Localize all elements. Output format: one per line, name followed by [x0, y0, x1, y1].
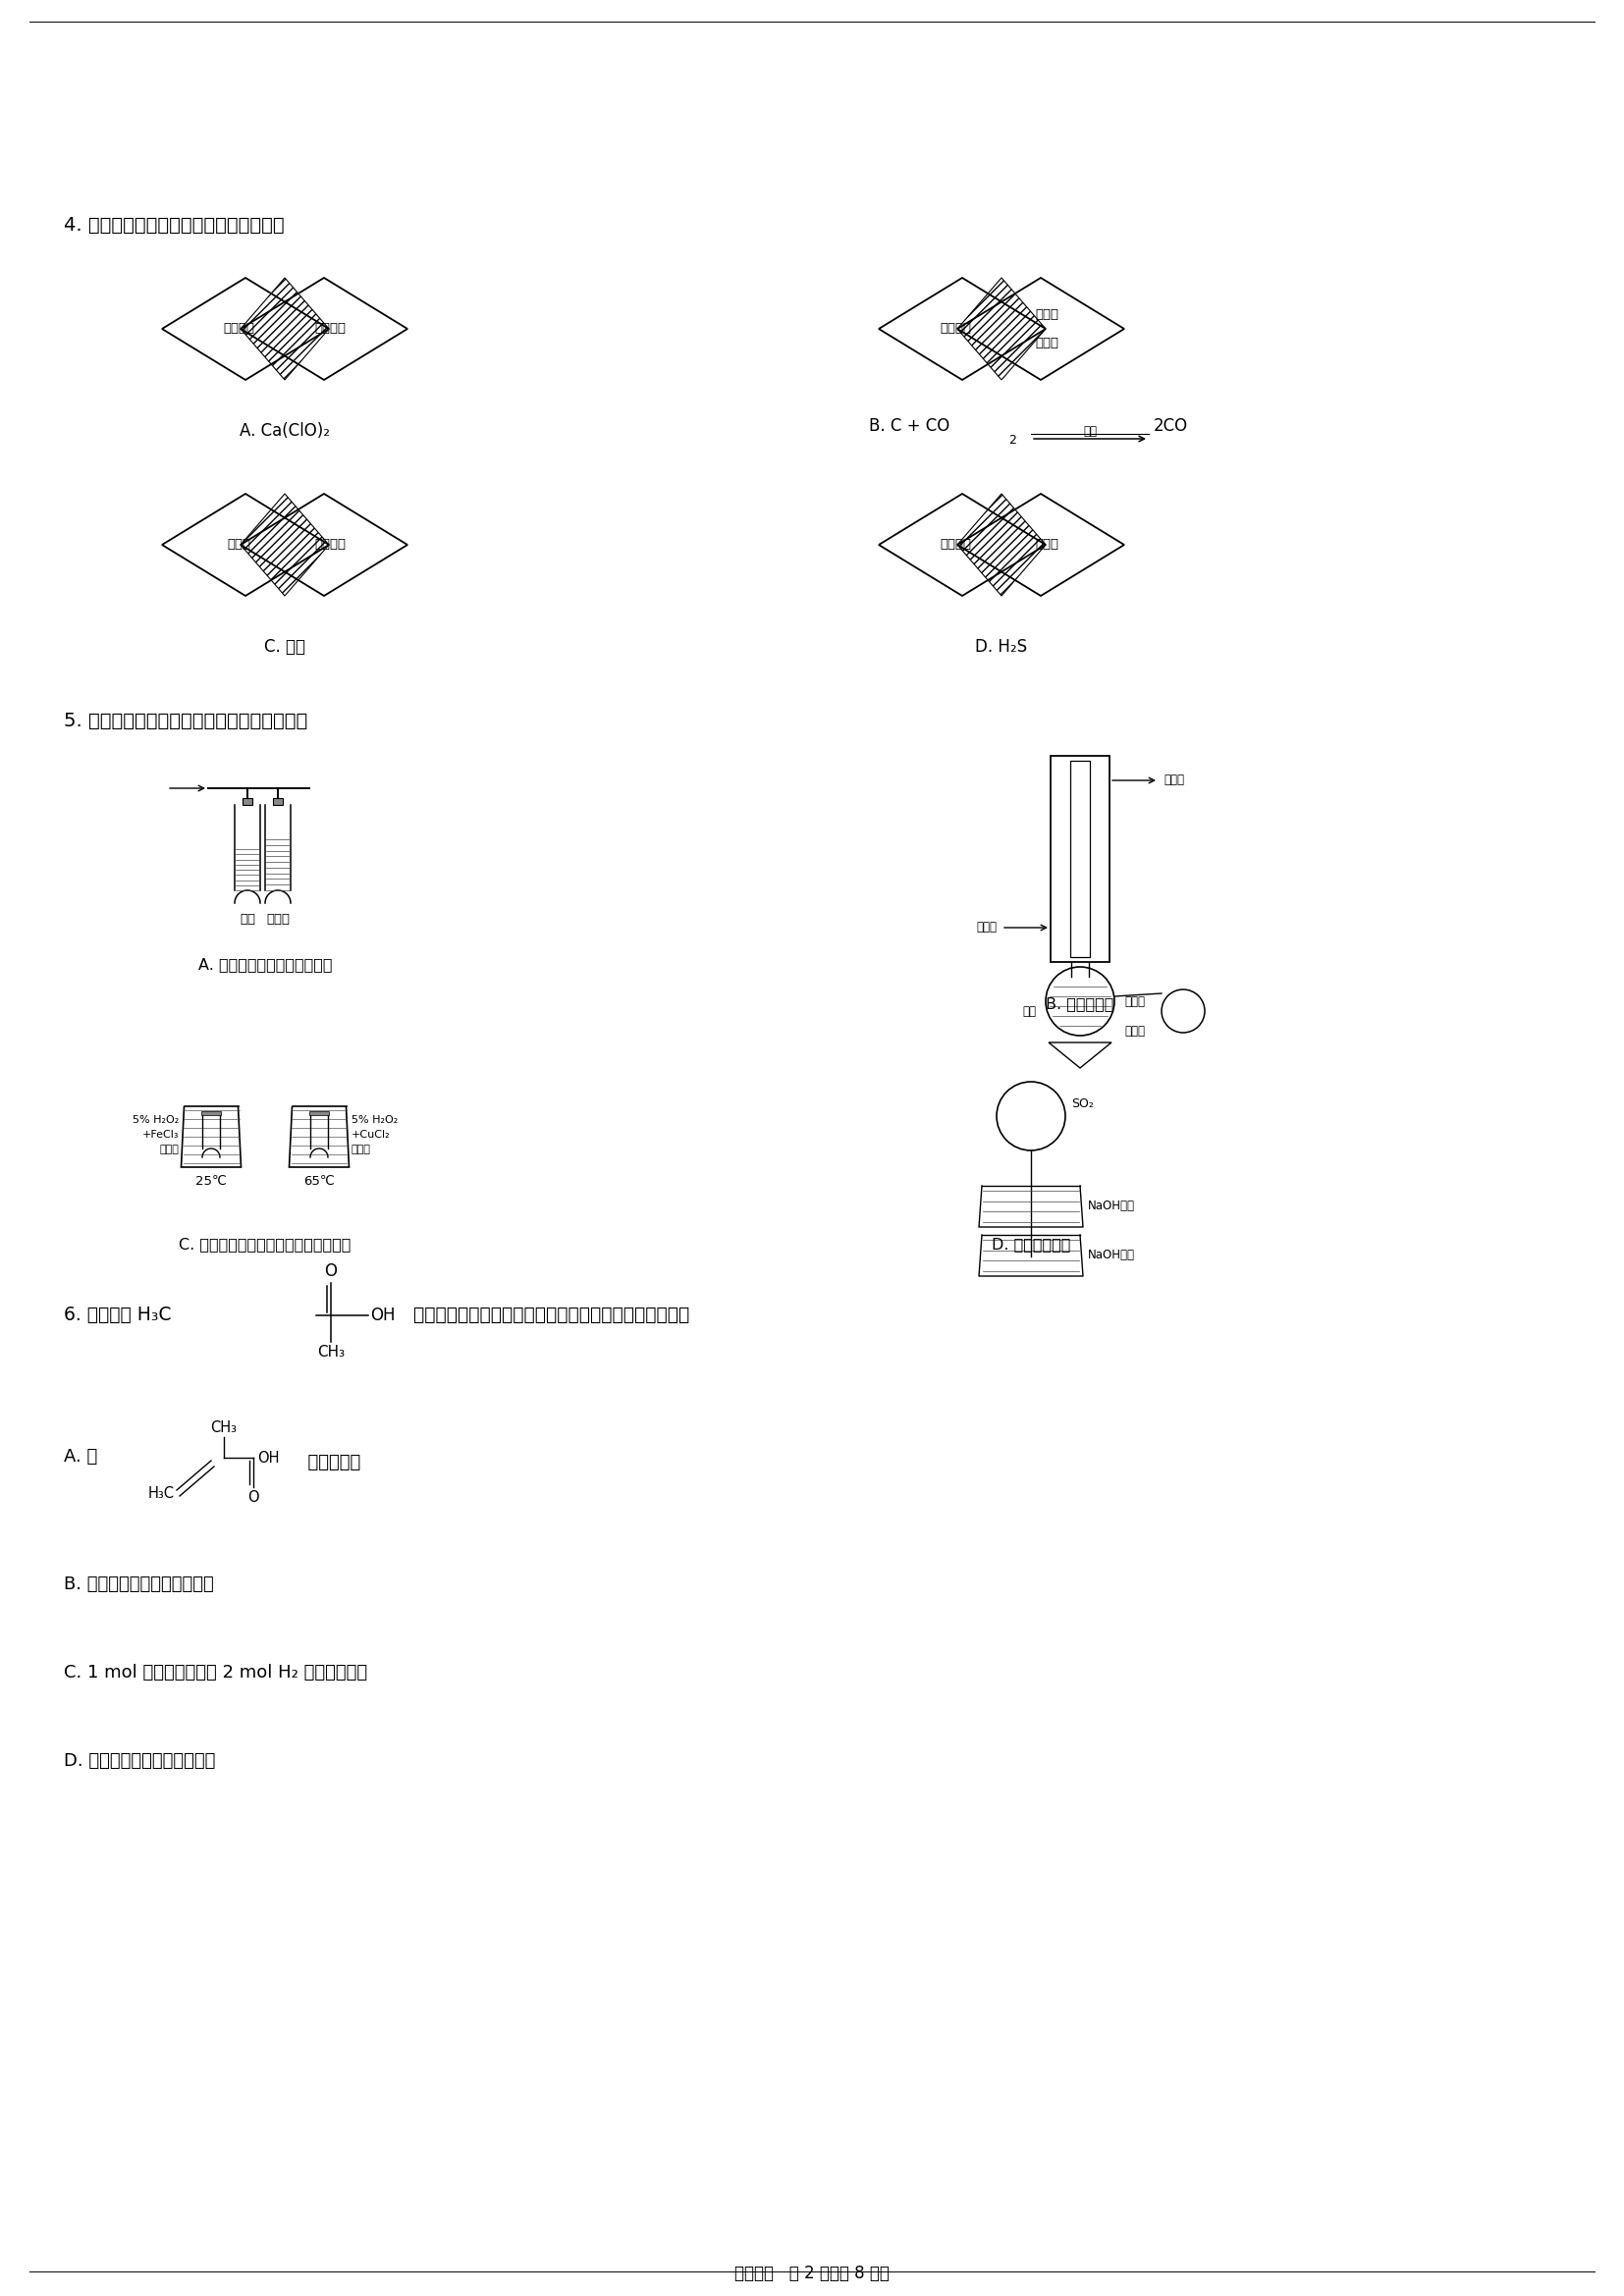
- Text: ）是一种重要有机物，下列有关该有机物的说法错误的是: ）是一种重要有机物，下列有关该有机物的说法错误的是: [408, 1306, 690, 1325]
- Text: D. 进行喷泉实验: D. 进行喷泉实验: [992, 1238, 1070, 1251]
- Polygon shape: [240, 278, 330, 379]
- Bar: [1070, 760, 1090, 957]
- Polygon shape: [957, 494, 1124, 597]
- Text: 冷凝水: 冷凝水: [976, 921, 997, 934]
- Text: CH₃: CH₃: [211, 1421, 237, 1435]
- Text: NaOH溶液: NaOH溶液: [1088, 1249, 1135, 1263]
- Text: 溴水: 溴水: [240, 914, 255, 925]
- Text: 铁粉: 铁粉: [1021, 1006, 1036, 1017]
- Text: 高温: 高温: [1083, 425, 1096, 439]
- Text: 放热反应: 放热反应: [940, 321, 971, 335]
- Text: 电解质: 电解质: [1036, 540, 1059, 551]
- Polygon shape: [240, 278, 408, 379]
- Polygon shape: [162, 278, 330, 379]
- Text: 4. 下列各项符合图示中阴影部分条件的是: 4. 下列各项符合图示中阴影部分条件的是: [63, 216, 284, 234]
- Text: 浓硫酸: 浓硫酸: [266, 914, 289, 925]
- Text: 氧化还: 氧化还: [1036, 308, 1059, 321]
- Text: 新能源: 新能源: [227, 540, 250, 551]
- Text: C. 风能: C. 风能: [265, 638, 305, 657]
- Text: B. 制备粗渴苯: B. 制备粗渴苯: [1046, 996, 1114, 1010]
- Text: 2CO: 2CO: [1153, 418, 1189, 434]
- Text: A. 除去甲烷中的乙烯、水蒸气: A. 除去甲烷中的乙烯、水蒸气: [198, 957, 333, 971]
- Text: D. H₂S: D. H₂S: [976, 638, 1028, 657]
- Text: 溴苯水: 溴苯水: [1124, 994, 1145, 1008]
- Polygon shape: [957, 278, 1046, 379]
- Polygon shape: [240, 494, 408, 597]
- Polygon shape: [957, 278, 1124, 379]
- Text: O: O: [247, 1490, 258, 1504]
- Text: C. 1 mol 白芝酸最多能与 2 mol H₂ 发生加成反应: C. 1 mol 白芝酸最多能与 2 mol H₂ 发生加成反应: [63, 1665, 367, 1681]
- Text: A. 与: A. 与: [63, 1449, 97, 1465]
- Text: +CuCl₂: +CuCl₂: [351, 1130, 390, 1139]
- Text: D. 能发生取代反应、加聚反应: D. 能发生取代反应、加聚反应: [63, 1752, 216, 1770]
- Text: 互为同系物: 互为同系物: [297, 1453, 361, 1472]
- Text: 含氧酸盐: 含氧酸盐: [222, 321, 255, 335]
- Text: 化学试题   第 2 页（共 8 页）: 化学试题 第 2 页（共 8 页）: [734, 2264, 890, 2282]
- Text: 二次能源: 二次能源: [315, 540, 346, 551]
- Text: H₃C: H₃C: [148, 1486, 175, 1502]
- Bar: [242, 799, 252, 806]
- Text: OH: OH: [370, 1306, 395, 1325]
- Text: 5. 下列实验装置正确，且能达到实验目的的是: 5. 下列实验装置正确，且能达到实验目的的是: [63, 712, 307, 730]
- Text: 溴稀水: 溴稀水: [1124, 1024, 1145, 1038]
- Text: 混合液: 混合液: [159, 1146, 179, 1155]
- Text: NaOH溶液: NaOH溶液: [1088, 1201, 1135, 1212]
- Text: OH: OH: [257, 1451, 279, 1465]
- Bar: [201, 1111, 221, 1116]
- Polygon shape: [240, 494, 330, 597]
- Text: CH₃: CH₃: [317, 1345, 344, 1359]
- Bar: [273, 799, 283, 806]
- Text: 25℃: 25℃: [195, 1176, 227, 1187]
- Text: 含共价键: 含共价键: [940, 540, 971, 551]
- Text: 原反应: 原反应: [1036, 338, 1059, 349]
- Text: C. 探究温度对过氧化氢分解速率的影响: C. 探究温度对过氧化氢分解速率的影响: [179, 1238, 351, 1251]
- Text: B. C + CO: B. C + CO: [869, 418, 950, 434]
- Text: 5% H₂O₂: 5% H₂O₂: [132, 1116, 179, 1125]
- Text: 冷凝水: 冷凝水: [1163, 774, 1184, 788]
- Text: B. 能使酸性高锶酸钒溶液褂色: B. 能使酸性高锶酸钒溶液褂色: [63, 1575, 214, 1593]
- Polygon shape: [162, 494, 330, 597]
- Text: 混合液: 混合液: [351, 1146, 370, 1155]
- Text: O: O: [325, 1263, 338, 1281]
- Bar: [309, 1111, 330, 1116]
- Text: A. Ca(ClO)₂: A. Ca(ClO)₂: [240, 422, 330, 441]
- Polygon shape: [957, 494, 1046, 597]
- Text: 2: 2: [1009, 434, 1017, 448]
- Text: 难溪于水: 难溪于水: [315, 321, 346, 335]
- Polygon shape: [879, 494, 1046, 597]
- Text: +FeCl₃: +FeCl₃: [141, 1130, 179, 1139]
- Text: 6. 白芝酸（ H₃C: 6. 白芝酸（ H₃C: [63, 1306, 172, 1325]
- Text: SO₂: SO₂: [1072, 1097, 1093, 1111]
- Text: 5% H₂O₂: 5% H₂O₂: [351, 1116, 398, 1125]
- Text: 65℃: 65℃: [304, 1176, 335, 1187]
- Bar: [1051, 755, 1109, 962]
- Polygon shape: [879, 278, 1046, 379]
